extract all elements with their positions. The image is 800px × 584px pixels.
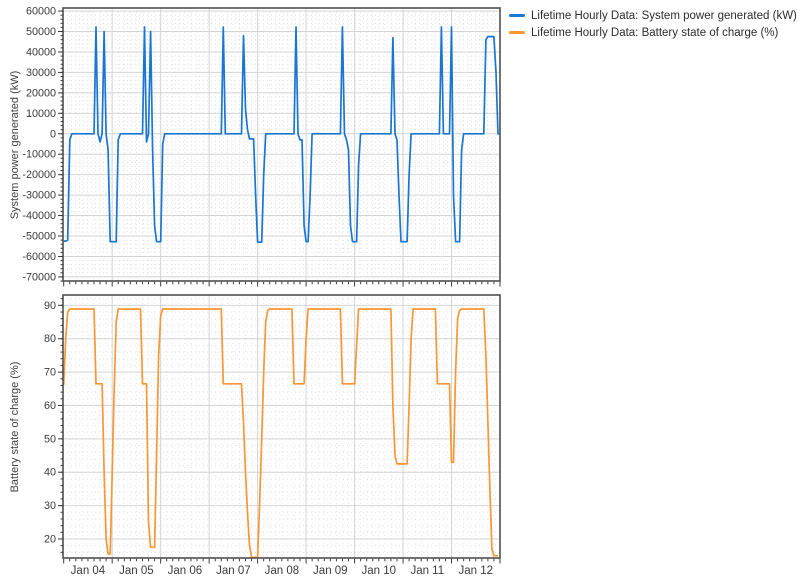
legend-item-soc: Lifetime Hourly Data: Battery state of c… bbox=[509, 24, 797, 41]
soc-series-line bbox=[63, 308, 498, 558]
svg-text:60000: 60000 bbox=[26, 6, 56, 18]
svg-text:Jan 12: Jan 12 bbox=[458, 565, 493, 577]
svg-text:-40000: -40000 bbox=[22, 210, 56, 222]
svg-text:-10000: -10000 bbox=[22, 149, 56, 161]
svg-text:Jan 09: Jan 09 bbox=[313, 565, 348, 577]
power-y-axis-title: System power generated (kW) bbox=[9, 70, 21, 220]
legend-item-power: Lifetime Hourly Data: System power gener… bbox=[509, 7, 797, 24]
svg-text:10000: 10000 bbox=[26, 108, 56, 120]
svg-text:50000: 50000 bbox=[26, 26, 56, 38]
svg-text:-30000: -30000 bbox=[22, 190, 56, 202]
svg-text:0: 0 bbox=[50, 128, 56, 140]
legend-label-power: Lifetime Hourly Data: System power gener… bbox=[531, 9, 797, 22]
svg-text:20000: 20000 bbox=[26, 87, 56, 99]
power-series-line bbox=[63, 26, 500, 243]
svg-text:40000: 40000 bbox=[26, 46, 56, 58]
power-series-swatch bbox=[509, 14, 525, 17]
svg-text:Jan 07: Jan 07 bbox=[216, 565, 251, 577]
svg-text:Jan 05: Jan 05 bbox=[119, 565, 154, 577]
svg-text:20: 20 bbox=[44, 533, 56, 545]
svg-text:90: 90 bbox=[44, 300, 56, 312]
legend-label-soc: Lifetime Hourly Data: Battery state of c… bbox=[531, 26, 779, 39]
svg-text:Jan 06: Jan 06 bbox=[168, 565, 203, 577]
svg-text:Jan 10: Jan 10 bbox=[362, 565, 397, 577]
x-axis-labels: Jan 04 Jan 05 Jan 06 Jan 07 Jan 08 Jan 09 Jan … bbox=[71, 565, 493, 577]
svg-text:60: 60 bbox=[44, 400, 56, 412]
svg-text:-70000: -70000 bbox=[22, 271, 56, 283]
svg-text:30000: 30000 bbox=[26, 67, 56, 79]
svg-text:Jan 08: Jan 08 bbox=[265, 565, 300, 577]
svg-text:-20000: -20000 bbox=[22, 169, 56, 181]
svg-text:-50000: -50000 bbox=[22, 231, 56, 243]
svg-text:50: 50 bbox=[44, 433, 56, 445]
soc-plot: 20 30 40 50 60 70 80 90 bbox=[44, 294, 501, 564]
svg-text:80: 80 bbox=[44, 333, 56, 345]
svg-text:Jan 11: Jan 11 bbox=[410, 565, 444, 577]
legend: Lifetime Hourly Data: System power gener… bbox=[509, 7, 797, 41]
power-plot: -70000 -60000 -50000 -40000 -30000 -20000 -100… bbox=[22, 6, 501, 287]
svg-text:40: 40 bbox=[44, 467, 56, 479]
svg-text:70: 70 bbox=[44, 367, 56, 379]
svg-text:-60000: -60000 bbox=[22, 251, 56, 263]
soc-y-axis-title: Battery state of charge (%) bbox=[9, 361, 21, 493]
soc-series-swatch bbox=[509, 31, 525, 34]
svg-text:30: 30 bbox=[44, 500, 56, 512]
svg-text:Jan 04: Jan 04 bbox=[71, 565, 106, 577]
